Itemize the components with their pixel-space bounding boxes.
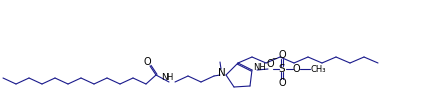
Text: O: O: [278, 50, 286, 60]
Text: NH: NH: [254, 64, 267, 73]
Text: O: O: [266, 59, 274, 69]
Text: −: −: [271, 56, 277, 62]
Text: O: O: [278, 78, 286, 88]
Text: S: S: [279, 64, 285, 74]
Text: H: H: [166, 73, 172, 81]
Text: O: O: [292, 64, 300, 74]
Text: O: O: [143, 57, 151, 67]
Text: N: N: [218, 68, 226, 78]
Text: CH₃: CH₃: [310, 64, 326, 74]
Text: N: N: [162, 73, 168, 81]
